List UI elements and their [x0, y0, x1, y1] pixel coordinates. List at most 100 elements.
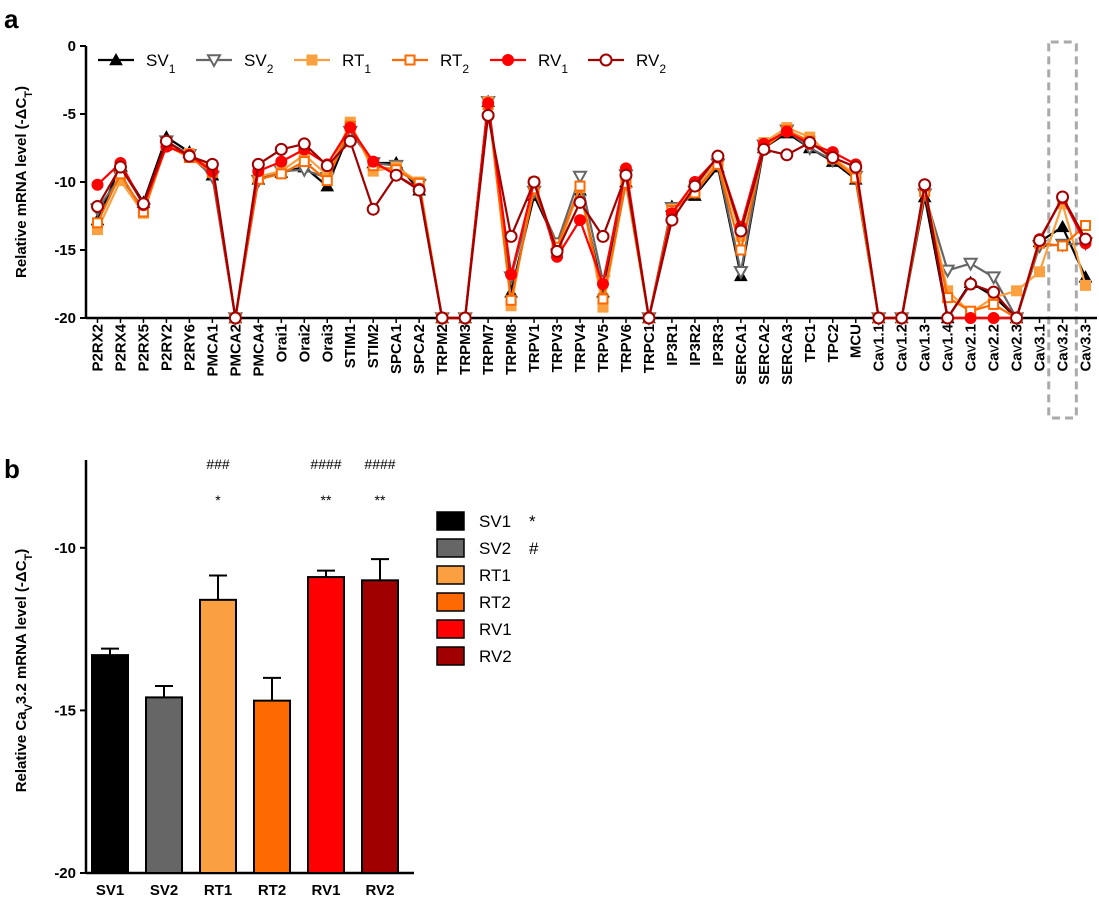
x-tick-label-ip3r3: IP3R3	[710, 324, 727, 366]
point-rv2-cav2-2	[987, 285, 1001, 299]
star-mark-rt1: *	[215, 492, 221, 508]
x-tick-label-stim1: STIM1	[342, 324, 359, 368]
x-tick-label-trpm3: TRPM3	[457, 324, 474, 375]
legend-marker	[404, 54, 416, 66]
bar-sv2	[145, 696, 183, 874]
bar-rt1	[199, 598, 237, 874]
legend-marker	[502, 54, 514, 66]
point-rv2-trpm3	[458, 311, 472, 325]
x-tick-label-rv2: RV2	[366, 882, 395, 899]
x-tick-label-p2rx5: P2RX5	[135, 324, 152, 372]
point-rv2-pmca1	[205, 157, 219, 171]
legend-item-rv1: RV1	[436, 619, 512, 639]
point-rt1-cav3-1	[1034, 266, 1046, 278]
x-tick-label-trpv1: TRPV1	[526, 324, 543, 372]
legend-swatch	[436, 646, 465, 666]
point-rv2-pmca4	[251, 157, 265, 171]
point-rv2-trpm2	[435, 311, 449, 325]
x-tick-label-trpm8: TRPM8	[503, 324, 520, 375]
legend-label: SV1	[146, 51, 176, 76]
point-rv2-cav1-3	[918, 178, 932, 192]
legend-label: RV2	[636, 51, 666, 76]
series-line-sv2	[96, 100, 1086, 320]
legend-item-rt2: RT2	[436, 592, 511, 612]
point-rv2-trpv3	[550, 244, 564, 258]
series-line-rv2	[96, 114, 1087, 320]
series-line-rt2	[96, 103, 1087, 320]
point-sv2-cav1-4	[939, 264, 956, 279]
point-rt2-serca1	[735, 244, 747, 256]
point-sv2-serca1	[733, 265, 749, 280]
point-rv2-orai3	[320, 159, 334, 173]
x-tick-label-cav1-3: Cav1.3	[917, 324, 934, 372]
x-tick-label-orai2: Orai2	[296, 324, 313, 362]
legend-significance-mark: #	[529, 539, 539, 558]
legend-item-sv2: SV2	[196, 51, 274, 76]
legend-item-rt1: RT1	[294, 51, 371, 76]
point-rv2-serca2	[757, 142, 771, 156]
legend-label: RV1	[479, 620, 512, 639]
legend-swatch	[436, 619, 465, 639]
x-tick-label-cav2-3: Cav2.3	[1009, 324, 1026, 372]
x-tick-label-rt1: RT1	[204, 882, 232, 899]
x-tick-label-trpv4: TRPV4	[572, 323, 589, 372]
star-mark-rv2: **	[375, 492, 386, 508]
point-rt2-orai3	[321, 175, 333, 187]
point-rv2-cav2-3	[1010, 311, 1024, 325]
point-rv1-cav2-1	[964, 312, 977, 324]
hash-mark-rt1: ###	[206, 456, 230, 472]
x-tick-label-ip3r1: IP3R1	[664, 324, 681, 366]
panel-b-label: b	[4, 454, 20, 484]
point-rv1-trpv4	[574, 214, 587, 227]
bar-rv1	[307, 576, 345, 874]
x-tick-label-spca2: SPCA2	[411, 324, 428, 374]
point-sv2-cav2-1	[962, 257, 979, 272]
x-tick-label-trpm7: TRPM7	[480, 324, 497, 375]
legend-item-rv2: RV2	[588, 51, 666, 76]
x-tick-label-cav2-1: Cav2.1	[963, 324, 980, 372]
x-tick-label-orai3: Orai3	[319, 324, 336, 362]
x-tick-label-orai1: Orai1	[273, 324, 290, 362]
legend: SV1 * SV2 # RT1 RT2 RV1 RV2	[436, 511, 539, 666]
legend: SV1 SV2 RT1 RT2 RV1 RV2	[98, 51, 666, 76]
series-line-rt1	[96, 100, 1087, 320]
point-rv1-stim1	[344, 121, 357, 134]
y-tick-label: -10	[54, 540, 76, 557]
bar-sv1	[91, 654, 129, 874]
y-tick-label: -5	[63, 106, 76, 123]
x-tick-label-trpc1: TRPC1	[641, 324, 658, 373]
point-rv1-cav2-2	[987, 312, 1000, 324]
legend-label: RT2	[440, 51, 469, 76]
point-rv2-p2ry2	[159, 134, 173, 148]
point-rv2-spca1	[389, 168, 403, 182]
y-tick-label: -20	[54, 865, 76, 882]
point-rv2-trpv1	[527, 175, 541, 189]
y-tick-label: -10	[54, 174, 76, 191]
legend-swatch	[436, 511, 465, 531]
legend-label: SV2	[244, 51, 274, 76]
x-tick-label-cav2-2: Cav2.2	[986, 324, 1003, 372]
point-rv2-trpv5	[596, 229, 610, 243]
x-tick-label-mcu: MCU	[848, 324, 865, 358]
point-rt2-trpv4	[574, 180, 586, 192]
point-rv2-stim1	[343, 134, 357, 148]
point-rt1-cav2-3	[1011, 285, 1023, 297]
bar-rv2	[361, 579, 399, 874]
x-tick-label-sv1: SV1	[96, 882, 124, 899]
x-tick-label-rt2: RT2	[258, 882, 286, 899]
point-rv2-stim2	[366, 202, 380, 216]
legend-label: RT1	[342, 51, 371, 76]
point-rt2-cav2-2	[988, 298, 1000, 310]
legend-marker	[599, 53, 613, 67]
point-rv2-serca3	[780, 148, 794, 162]
point-rt2-orai1	[275, 168, 287, 180]
legend-label: RV1	[538, 51, 568, 76]
x-tick-label-cav3-2: Cav3.2	[1055, 324, 1072, 372]
point-rv2-ip3r3	[711, 149, 725, 163]
point-rv2-orai2	[297, 137, 311, 151]
point-rv2-pmca2	[228, 311, 242, 325]
legend-item-sv2: SV2 #	[436, 538, 539, 558]
point-rt2-cav3-3	[1080, 220, 1092, 232]
series-rv2	[90, 108, 1093, 325]
